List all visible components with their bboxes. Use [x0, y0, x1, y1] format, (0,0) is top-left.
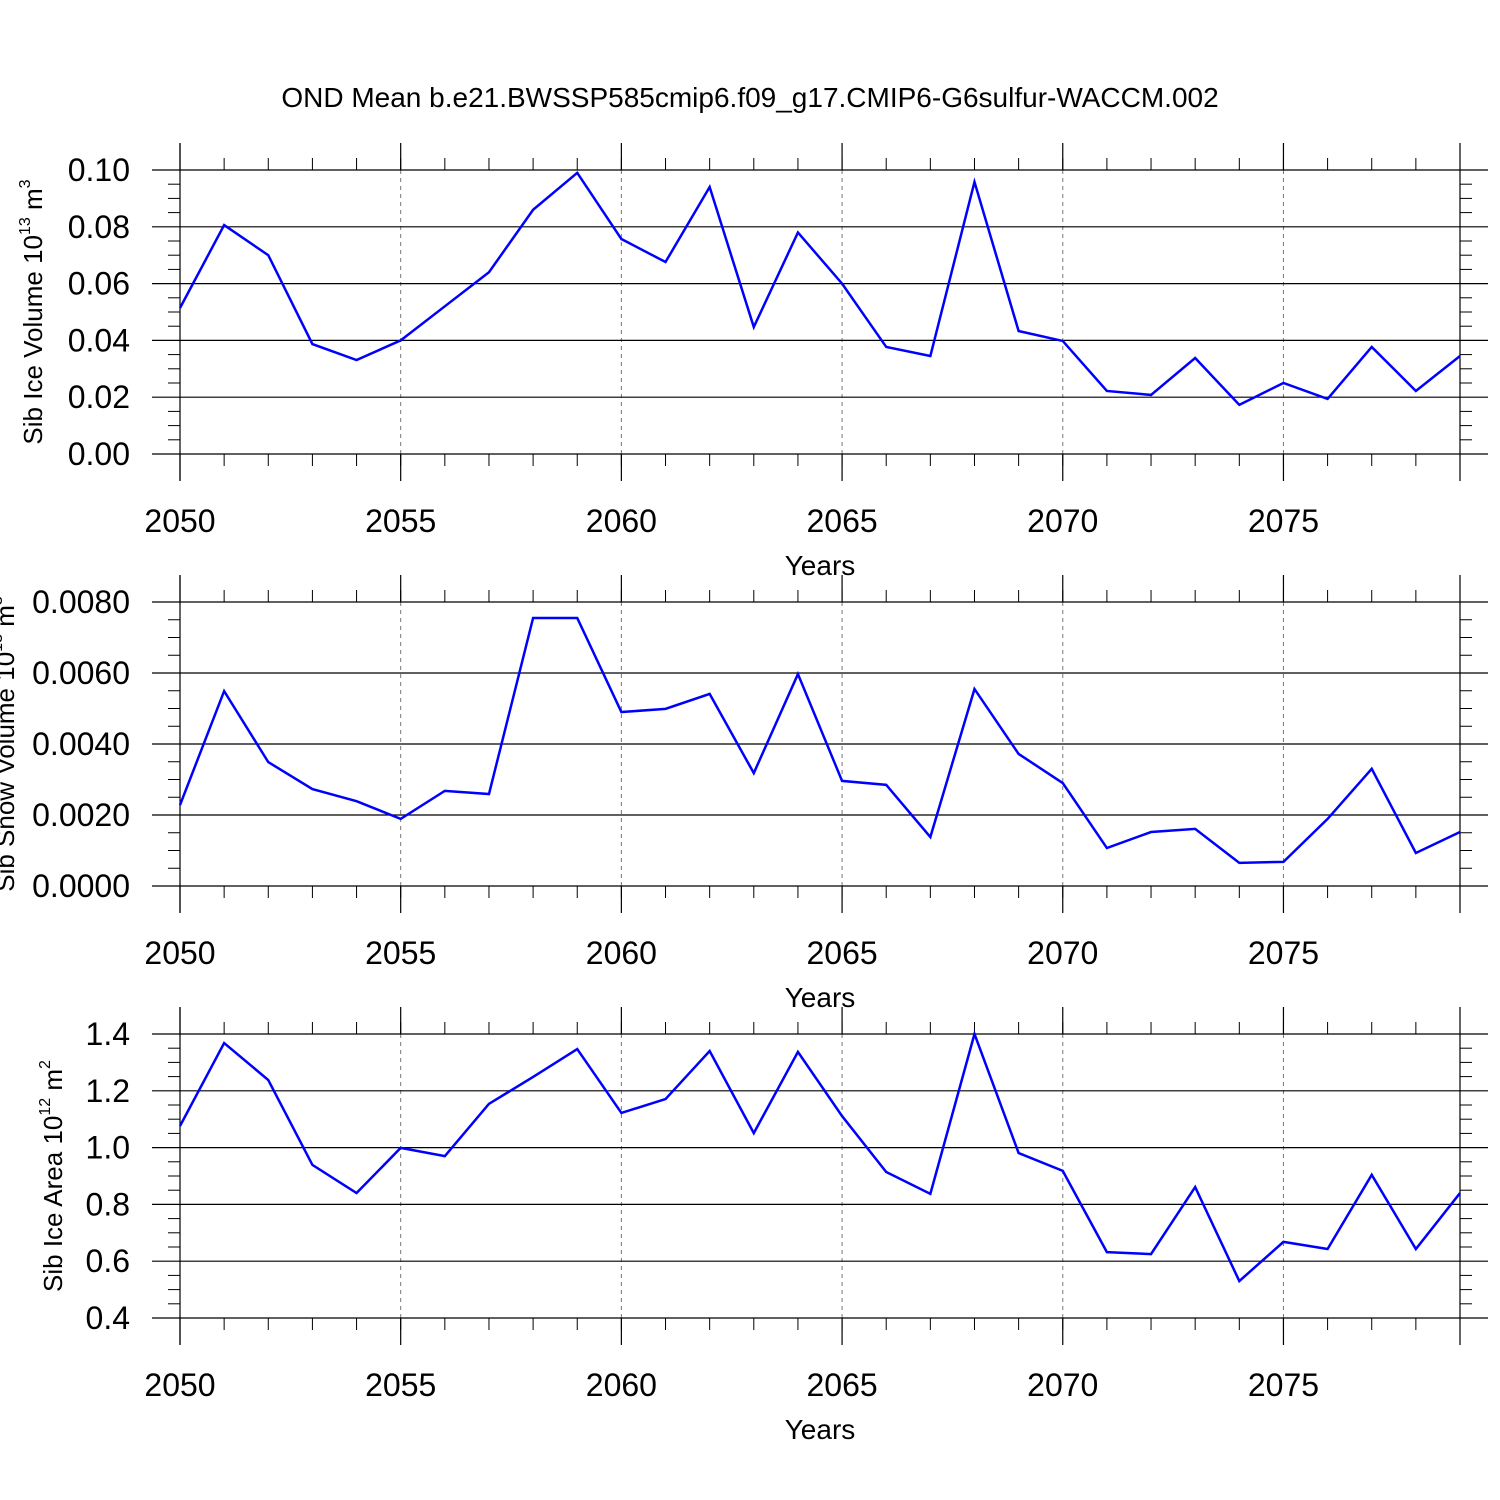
y-label-exponent: 12 — [37, 1098, 54, 1116]
data-line — [178, 1029, 1461, 1284]
data-line — [178, 170, 1461, 407]
y-label-part: Sib Ice Area 10 — [38, 1116, 68, 1292]
x-tick-label: 2075 — [1248, 1367, 1319, 1403]
x-tick-label: 2065 — [806, 935, 877, 971]
x-tick-label: 2065 — [806, 503, 877, 539]
y-tick-label: 1.0 — [86, 1130, 130, 1166]
y-tick-label: 1.2 — [86, 1073, 130, 1109]
y-label-exponent: 13 — [0, 634, 6, 652]
y-tick-label: 0.06 — [68, 266, 130, 302]
y-label-exponent: 3 — [0, 596, 6, 605]
x-tick-label: 2070 — [1027, 935, 1098, 971]
x-tick-label: 2060 — [586, 935, 657, 971]
chart-title: OND Mean b.e21.BWSSP585cmip6.f09_g17.CMI… — [281, 82, 1218, 113]
x-tick-label: 2060 — [586, 503, 657, 539]
y-tick-label: 0.0000 — [32, 868, 130, 904]
x-tick-label: 2050 — [144, 935, 215, 971]
y-tick-label: 0.8 — [86, 1186, 130, 1222]
y-tick-label: 0.08 — [68, 209, 130, 245]
x-tick-label: 2055 — [365, 935, 436, 971]
y-tick-label: 0.0080 — [32, 584, 130, 620]
y-tick-label: 0.0060 — [32, 655, 130, 691]
y-label-exponent: 13 — [17, 217, 34, 235]
y-label-part: Sib Ice Volume 10 — [18, 235, 48, 445]
x-tick-label: 2065 — [806, 1367, 877, 1403]
x-tick-label: 2055 — [365, 503, 436, 539]
y-tick-label: 0.02 — [68, 379, 130, 415]
x-tick-label: 2050 — [144, 1367, 215, 1403]
x-axis-label: Years — [785, 550, 856, 581]
x-tick-label: 2075 — [1248, 503, 1319, 539]
y-tick-label: 0.6 — [86, 1243, 130, 1279]
y-label-part: m — [0, 605, 20, 634]
x-tick-label: 2075 — [1248, 935, 1319, 971]
y-tick-label: 1.4 — [86, 1016, 130, 1052]
y-tick-label: 0.0020 — [32, 797, 130, 833]
y-tick-label: 0.00 — [68, 436, 130, 472]
y-tick-label: 0.0040 — [32, 726, 130, 762]
x-tick-label: 2050 — [144, 503, 215, 539]
y-label-part: m — [18, 188, 48, 217]
y-label-exponent: 3 — [17, 179, 34, 188]
data-line — [178, 616, 1461, 865]
y-axis-label: Sib Ice Volume 1013 m3 — [17, 179, 48, 444]
x-tick-label: 2070 — [1027, 503, 1098, 539]
x-tick-label: 2055 — [365, 1367, 436, 1403]
y-label-part: Sib Snow Volume 10 — [0, 652, 20, 892]
y-tick-label: 0.10 — [68, 152, 130, 188]
x-axis-label: Years — [785, 1414, 856, 1445]
y-axis-label: Sib Snow Volume 1013 m3 — [0, 596, 20, 892]
x-axis-label: Years — [785, 982, 856, 1013]
y-label-part: m — [38, 1069, 68, 1098]
y-tick-label: 0.4 — [86, 1300, 130, 1336]
y-axis-label: Sib Ice Area 1012 m2 — [37, 1060, 68, 1292]
y-tick-label: 0.04 — [68, 322, 130, 358]
x-tick-label: 2060 — [586, 1367, 657, 1403]
x-tick-label: 2070 — [1027, 1367, 1098, 1403]
y-label-exponent: 2 — [37, 1060, 54, 1069]
